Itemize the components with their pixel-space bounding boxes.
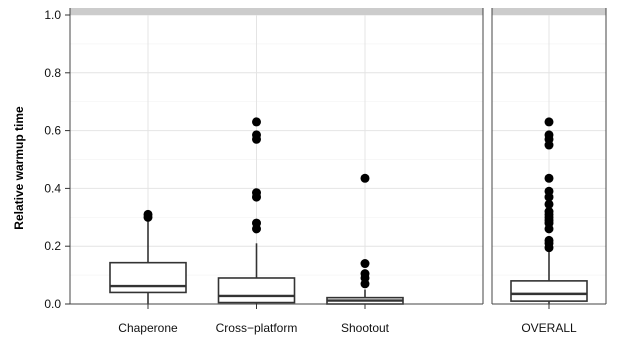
y-tick-label: 0.8 xyxy=(44,66,61,80)
y-tick-label: 0.4 xyxy=(44,181,61,195)
box-cross-platform-iqr-box xyxy=(217,277,296,304)
box-overall-outlier-point xyxy=(544,117,554,127)
box-shootout-outlier-point xyxy=(360,259,370,269)
box-overall-outlier-point xyxy=(544,199,554,209)
x-tick-label: Chaperone xyxy=(118,321,178,335)
box-shootout-outlier-point xyxy=(360,269,370,279)
y-tick-label: 0.0 xyxy=(44,297,61,311)
x-tick-label: Shootout xyxy=(341,321,390,335)
box-cross-platform-outlier-point xyxy=(252,117,261,127)
panel-overall-strip xyxy=(492,8,606,15)
y-axis-title: Relative warmup time xyxy=(12,106,26,230)
box-overall-outlier-point xyxy=(544,130,554,140)
box-overall-iqr-box xyxy=(510,280,588,302)
x-tick-label: Cross−platform xyxy=(216,321,298,335)
box-overall-outlier-point xyxy=(544,173,554,183)
panel-benchmarks-strip xyxy=(70,8,483,15)
box-overall-outlier-point xyxy=(544,235,554,245)
y-tick-label: 1.0 xyxy=(44,8,61,22)
box-cross-platform-outlier-point xyxy=(252,130,261,140)
box-cross-platform-outlier-point xyxy=(252,188,261,198)
box-chaperone-iqr-box xyxy=(109,261,187,294)
box-overall-outlier-point xyxy=(544,207,554,217)
y-tick-label: 0.6 xyxy=(44,124,61,138)
y-tick-label: 0.2 xyxy=(44,239,61,253)
box-overall-outlier-point xyxy=(544,186,554,196)
x-tick-label: OVERALL xyxy=(521,321,577,335)
box-shootout-outlier-point xyxy=(360,173,370,183)
box-cross-platform-outlier-point xyxy=(252,218,261,228)
box-chaperone-outlier-point xyxy=(143,209,153,219)
